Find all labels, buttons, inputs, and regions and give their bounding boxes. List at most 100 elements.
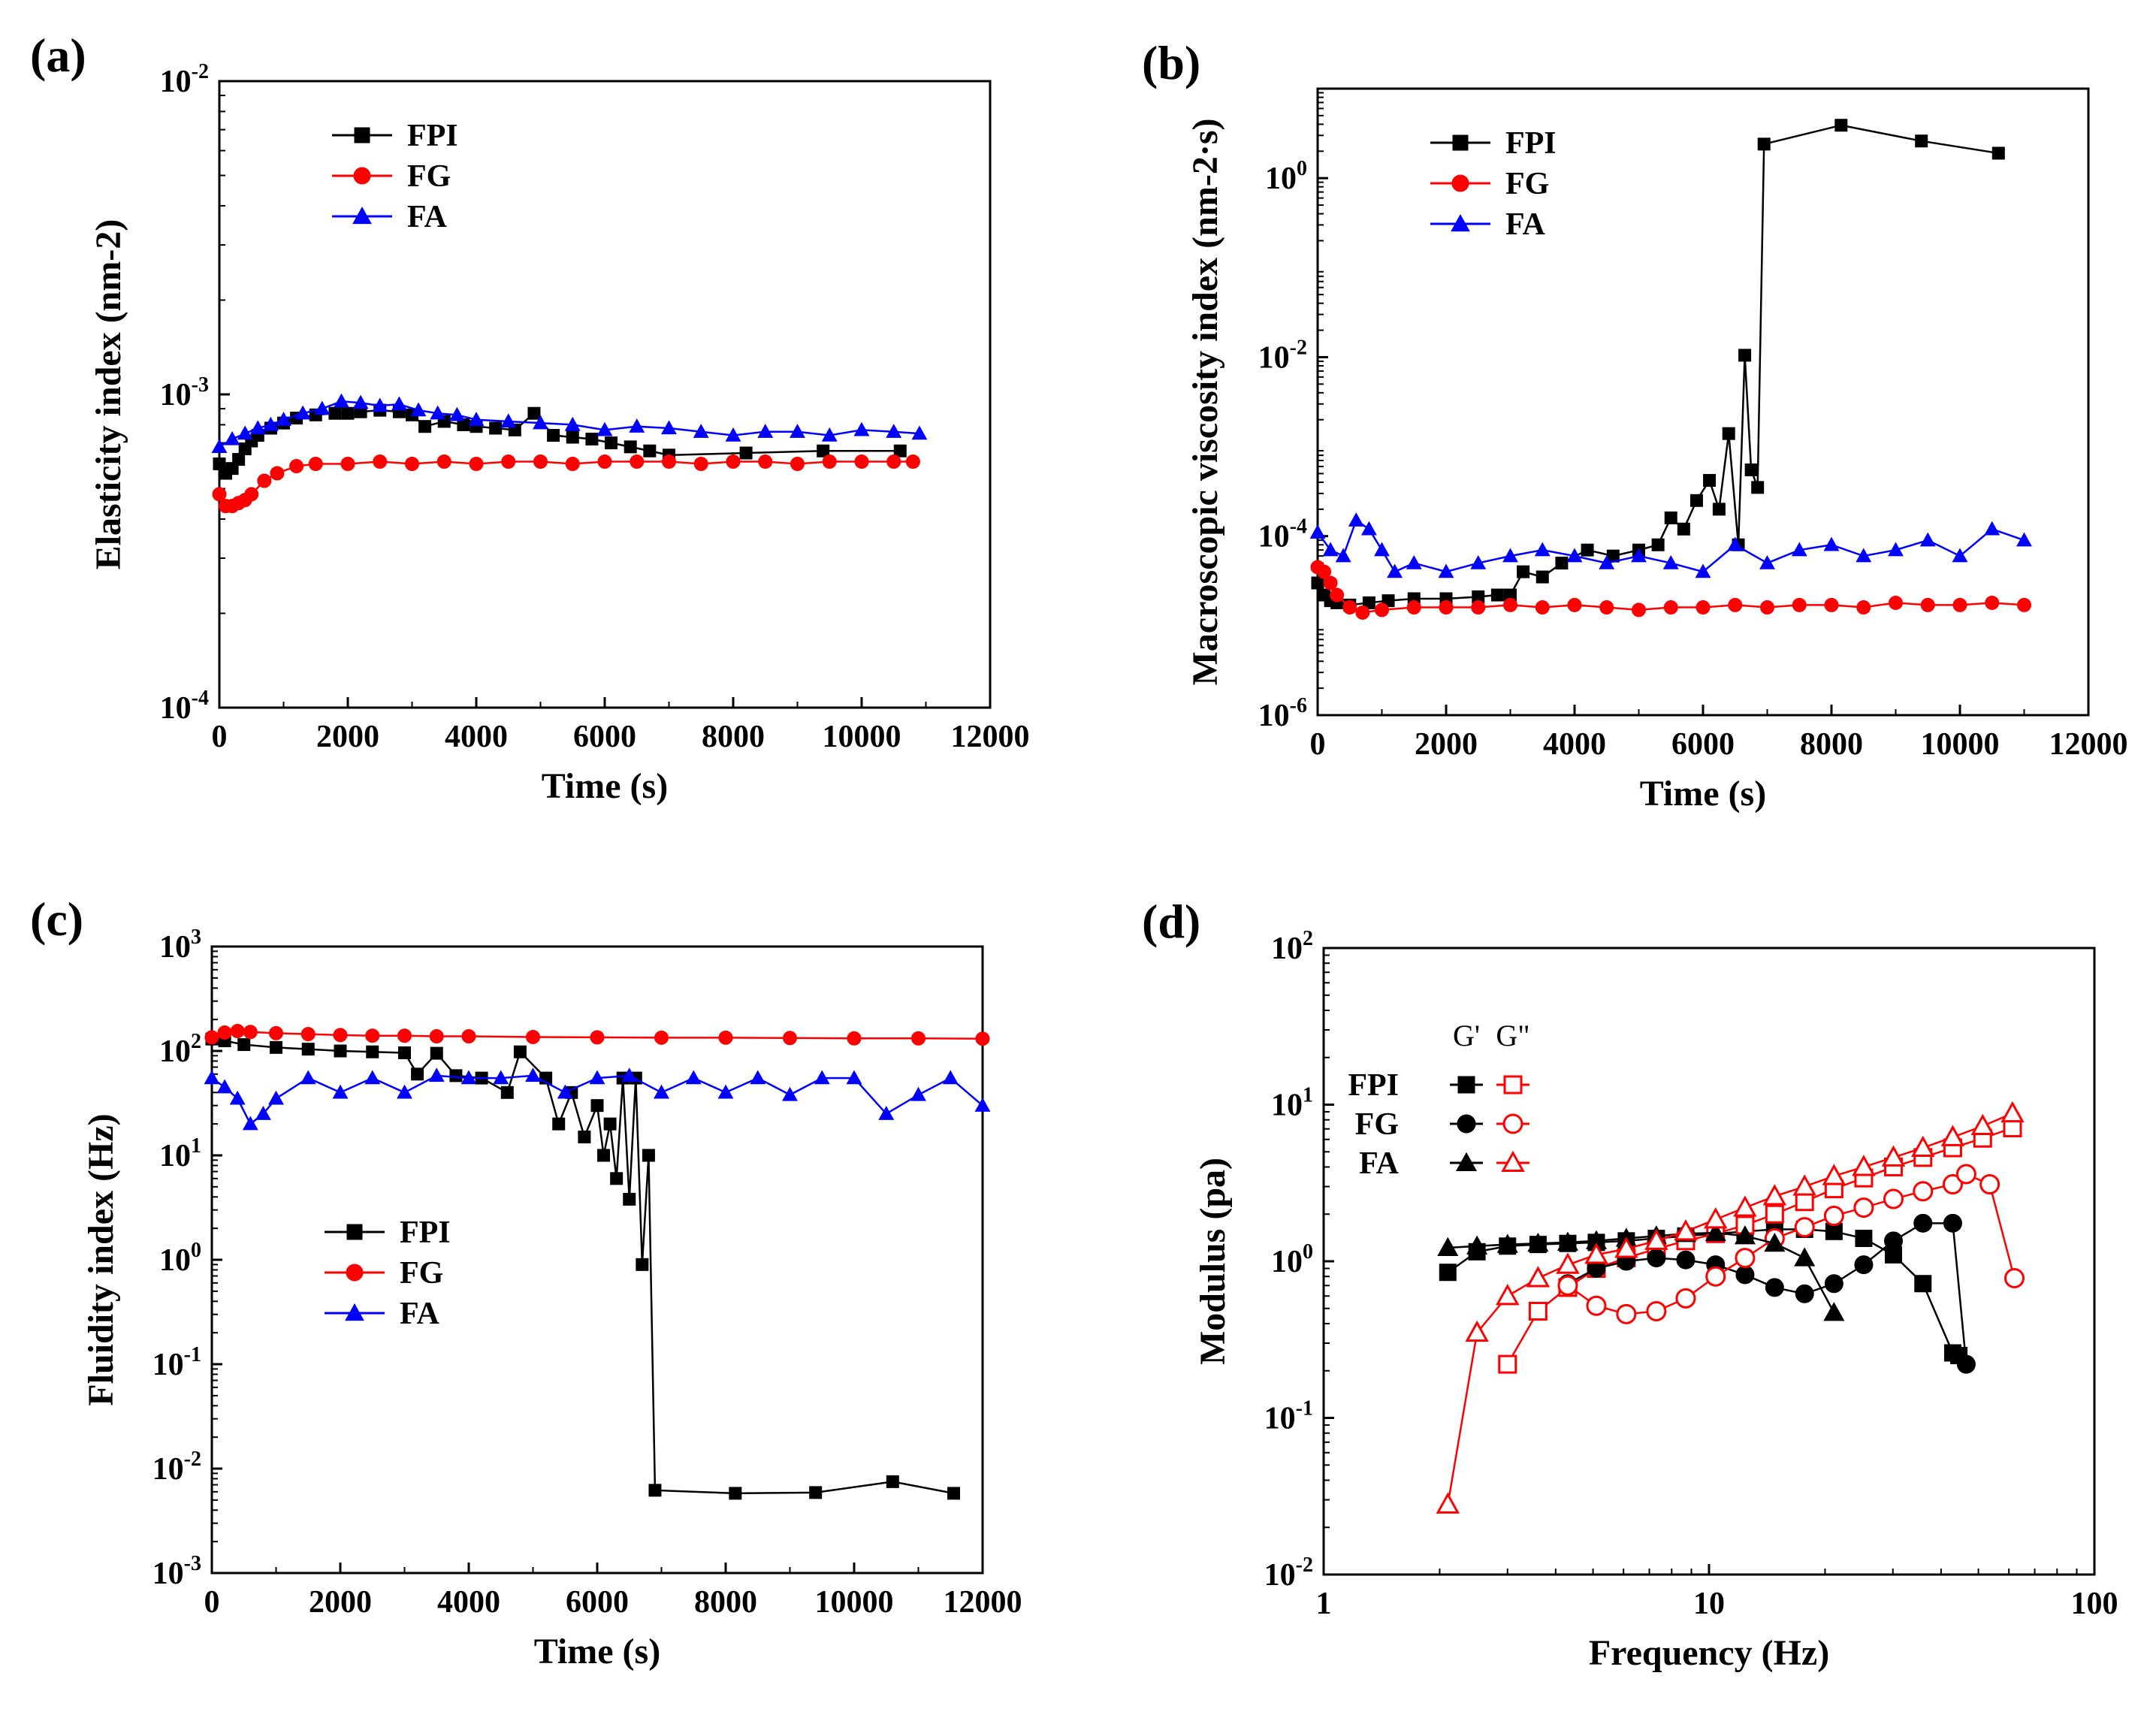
data-point	[1765, 1204, 1784, 1224]
data-point	[1374, 542, 1390, 557]
data-point	[1762, 1184, 1787, 1206]
data-point	[648, 1484, 662, 1497]
data-point	[1465, 1320, 1489, 1342]
data-point	[1703, 1207, 1728, 1229]
data-point	[489, 421, 503, 435]
data-point	[942, 1070, 959, 1085]
data-point	[500, 413, 517, 428]
data-point	[1323, 575, 1338, 590]
y-tick-label: 102	[159, 1030, 201, 1069]
data-point	[430, 405, 446, 420]
legend-marker	[346, 1224, 363, 1240]
data-point	[301, 1043, 315, 1056]
data-point	[1676, 1250, 1696, 1270]
data-point	[1722, 427, 1735, 440]
data-point	[1581, 543, 1594, 557]
data-point	[878, 1106, 895, 1120]
data-point	[262, 416, 279, 431]
data-point	[846, 1070, 862, 1085]
data-point	[597, 454, 612, 470]
data-point	[366, 1045, 379, 1058]
y-tick-label: 10-3	[160, 373, 209, 412]
data-point	[1984, 521, 2000, 536]
data-point	[217, 1025, 232, 1040]
data-point	[886, 1475, 899, 1488]
data-point	[332, 1084, 349, 1099]
data-point	[204, 1030, 219, 1045]
legend-header: G"	[1496, 1019, 1529, 1052]
data-point	[1662, 554, 1679, 569]
data-point	[411, 1067, 424, 1081]
y-tick-label: 10-4	[160, 687, 209, 726]
data-point	[783, 1031, 797, 1046]
legend-header: G'	[1453, 1019, 1480, 1052]
data-point	[501, 454, 516, 470]
data-point	[1942, 1174, 1963, 1195]
series-line	[1316, 124, 1999, 606]
legend-marker	[346, 1264, 364, 1282]
data-point	[782, 1086, 798, 1101]
x-tick-label: 10000	[823, 720, 901, 754]
x-tick-label: 2000	[316, 720, 379, 754]
panel-d: (d) 1 10 100 10-2 10-1 100 101 102 Frequency (Hz)…	[1142, 895, 2118, 1673]
data-point	[1355, 605, 1370, 620]
data-point	[847, 1031, 862, 1046]
data-point	[596, 421, 613, 436]
legend-marker	[1502, 1113, 1523, 1134]
x-tick-label: 10000	[815, 1585, 894, 1620]
series-line	[211, 1074, 983, 1126]
data-point	[1502, 548, 1518, 563]
data-point	[1466, 1235, 1488, 1255]
data-point	[1471, 600, 1486, 615]
data-point	[237, 425, 253, 440]
data-point	[662, 454, 676, 470]
data-point	[533, 415, 548, 430]
series-fa	[1309, 512, 2032, 578]
legend-label: FG	[1505, 167, 1549, 201]
y-tick-label: 100	[1265, 157, 1307, 196]
data-point	[1765, 1278, 1784, 1297]
data-point	[1884, 1231, 1904, 1251]
series-fg	[1310, 560, 2031, 620]
y-tick-label: 10-6	[1258, 694, 1307, 733]
y-tick-label: 10-1	[152, 1343, 201, 1382]
data-point	[1360, 521, 1377, 536]
data-point	[428, 1067, 445, 1082]
x-axis-title: Time (s)	[542, 766, 668, 806]
x-tick-label: 1	[1316, 1587, 1332, 1621]
legend-label: FA	[1505, 207, 1546, 242]
x-axis-title: Frequency (Hz)	[1589, 1633, 1829, 1673]
data-point	[790, 457, 805, 472]
data-point	[1795, 1192, 1814, 1212]
data-point	[1824, 1274, 1843, 1294]
data-point	[229, 1090, 246, 1105]
legend-label: FPI	[407, 119, 458, 153]
y-axis-title: Modulus (pa)	[1193, 1158, 1233, 1365]
data-point	[224, 430, 240, 445]
data-point	[1677, 522, 1690, 536]
data-point	[468, 412, 485, 426]
data-point	[557, 1084, 573, 1099]
data-point	[1889, 595, 1903, 610]
series-fpi	[205, 1032, 961, 1500]
data-point	[333, 1028, 348, 1043]
data-point	[621, 1067, 638, 1082]
legend-label: FPI	[400, 1215, 451, 1250]
data-point	[1632, 602, 1646, 617]
data-point	[685, 1070, 702, 1085]
data-point	[853, 421, 870, 436]
y-tick-label: 10-2	[1258, 336, 1307, 375]
data-point	[1406, 554, 1422, 569]
data-point	[1952, 597, 1967, 612]
data-point	[1735, 1265, 1755, 1285]
data-point	[589, 1070, 605, 1085]
data-point	[1913, 1181, 1934, 1202]
x-tick-label: 6000	[573, 720, 636, 754]
data-point	[255, 1106, 271, 1120]
data-point	[1823, 1302, 1845, 1321]
legend-marker	[1457, 1114, 1476, 1134]
data-point	[1317, 564, 1332, 579]
data-point	[500, 1085, 514, 1099]
data-point	[1911, 1135, 1935, 1158]
data-point	[1852, 1155, 1876, 1176]
